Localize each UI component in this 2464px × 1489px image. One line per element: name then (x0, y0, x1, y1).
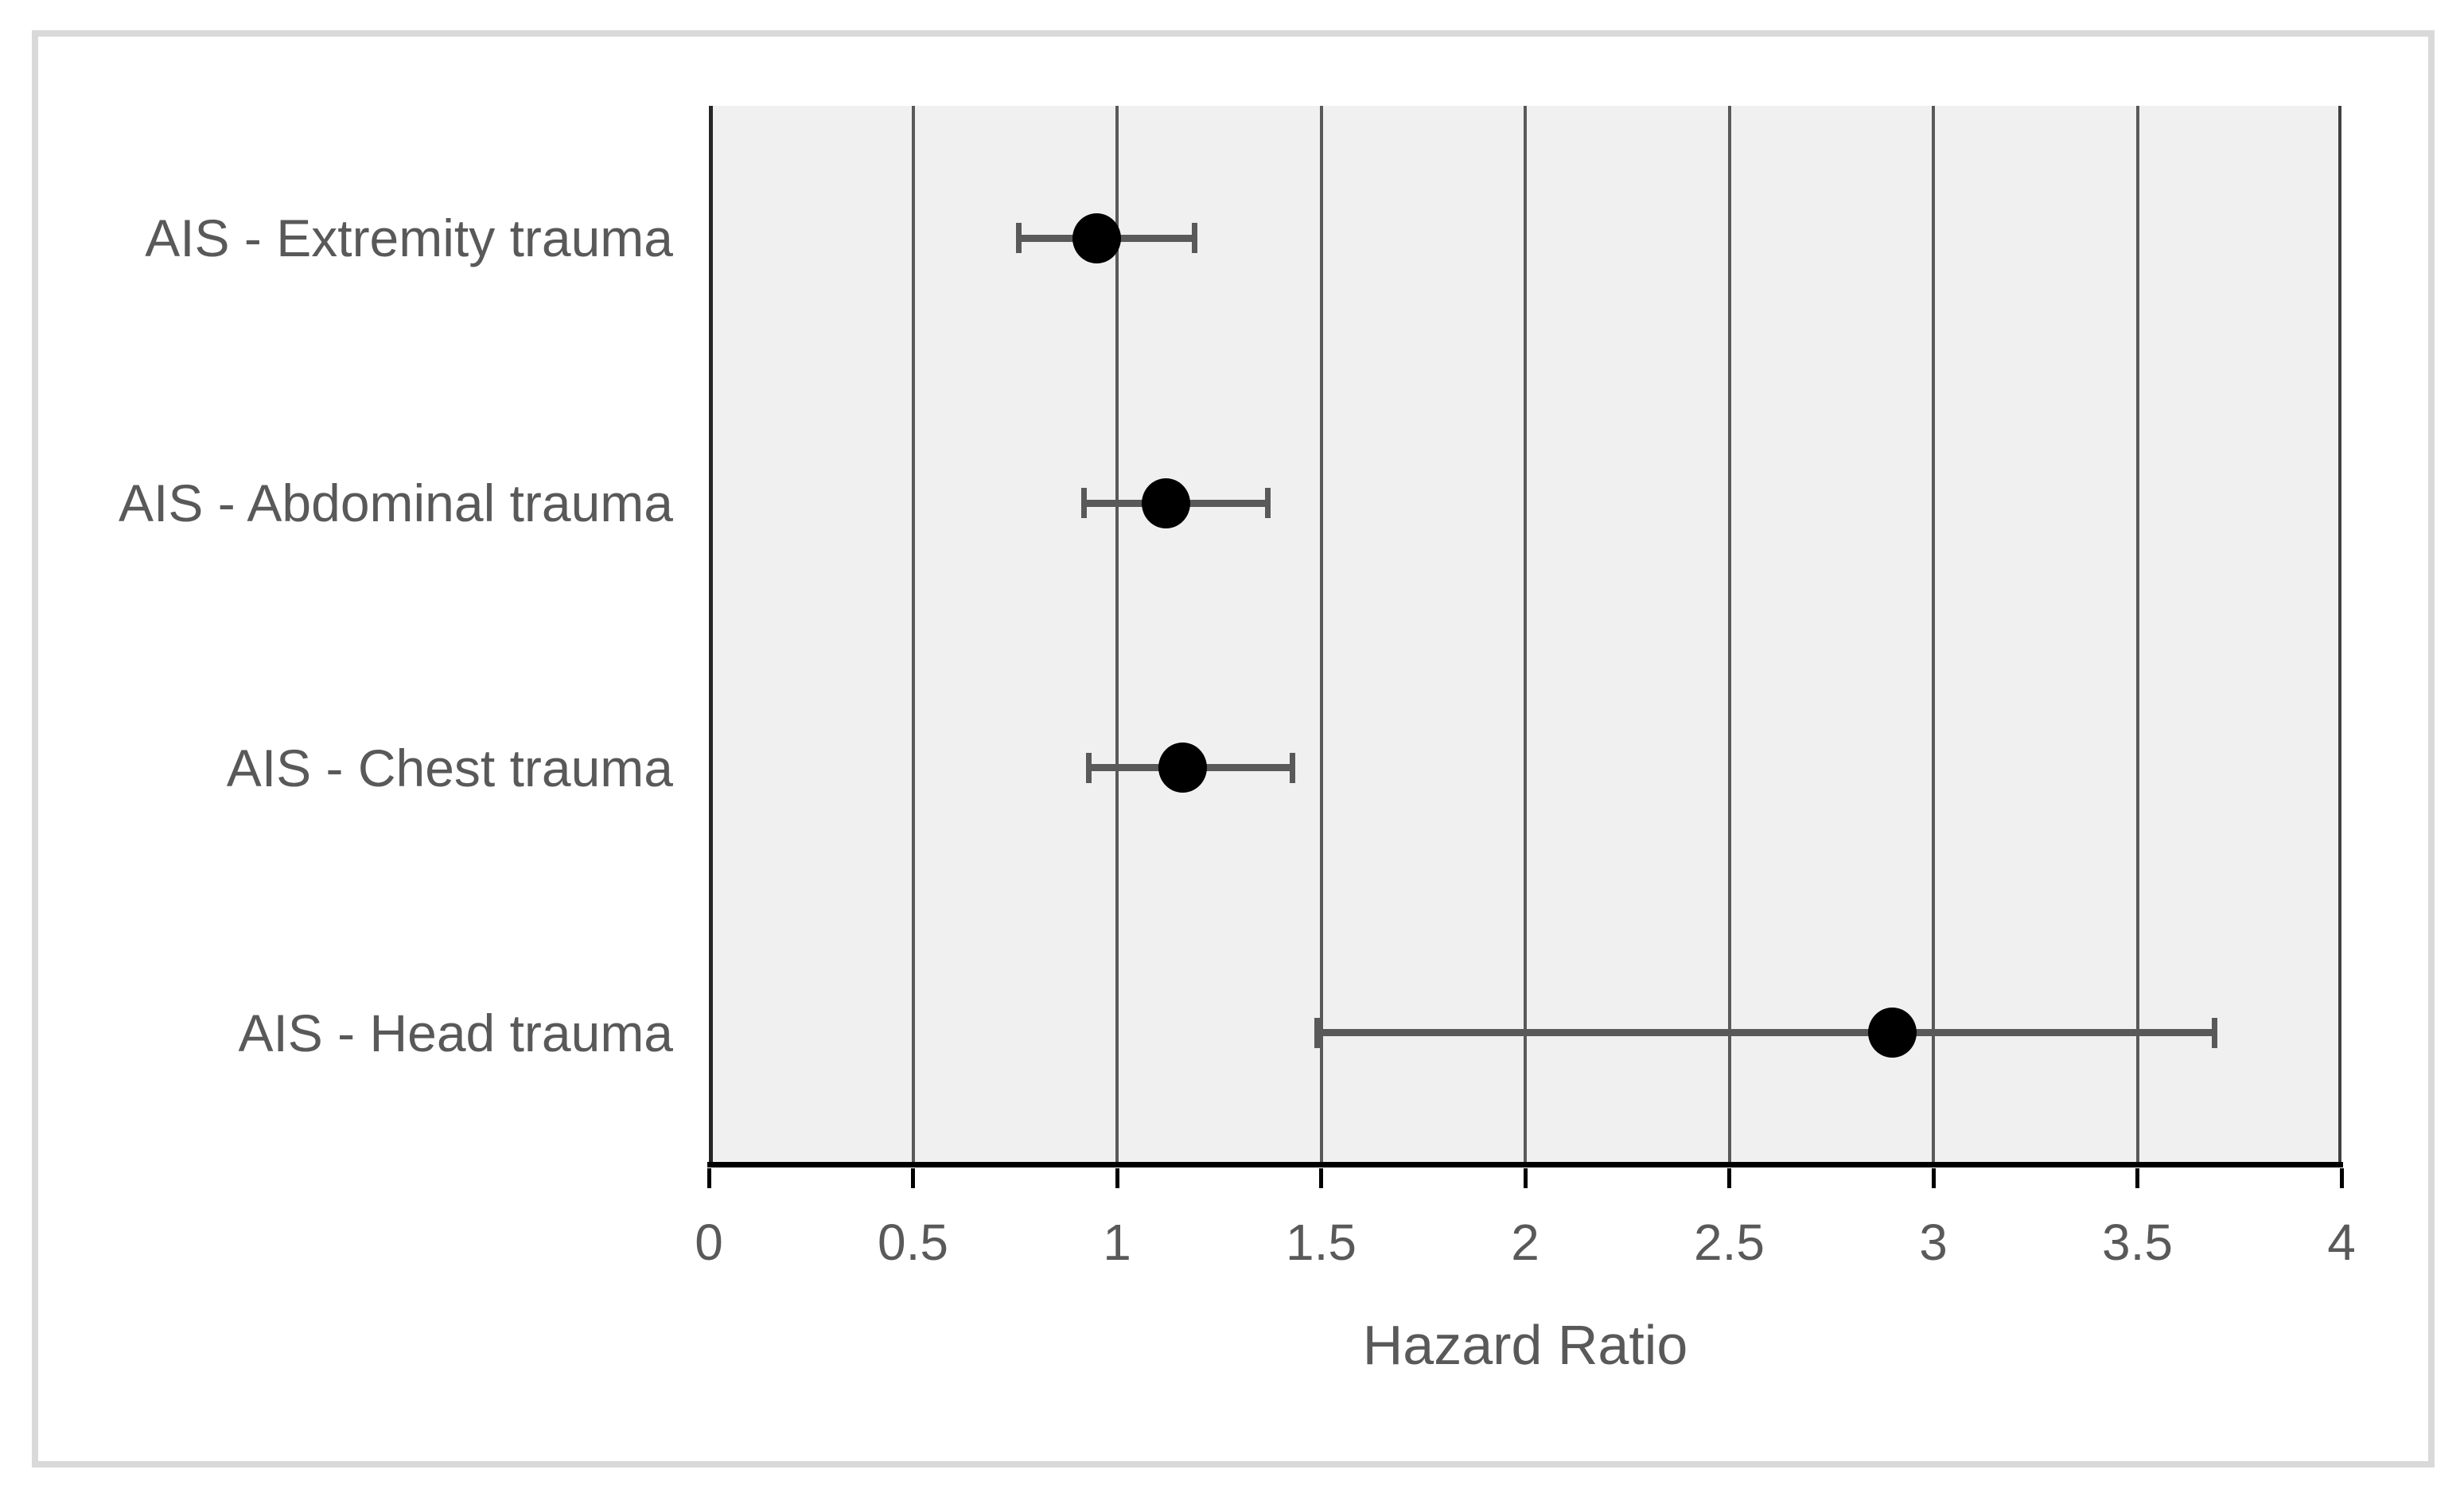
x-axis-tick (1727, 1168, 1731, 1188)
x-axis-tick-label: 1.5 (1286, 1214, 1357, 1271)
x-axis-tick (1115, 1168, 1119, 1188)
x-axis-line (707, 1162, 2343, 1167)
category-label: AIS - Abdominal trauma (119, 474, 673, 533)
x-axis-tick-label: 2 (1511, 1214, 1540, 1271)
hazard-ratio-marker (1158, 743, 1207, 793)
gridline (1727, 106, 1731, 1165)
x-axis-tick (707, 1168, 711, 1188)
error-bar-cap-low (1081, 488, 1088, 519)
hazard-ratio-marker (1142, 477, 1191, 528)
gridline (1932, 106, 1935, 1165)
x-axis-tick-label: 2.5 (1694, 1214, 1765, 1271)
plot-area (707, 106, 2343, 1167)
hazard-ratio-marker (1868, 1008, 1917, 1058)
error-bar-cap-low (1085, 752, 1092, 783)
gridline (2135, 106, 2139, 1165)
x-axis-tick-label: 3.5 (2102, 1214, 2173, 1271)
error-bar-cap-high (1265, 488, 1271, 519)
hazard-ratio-marker (1072, 212, 1121, 263)
x-axis-tick-label: 1 (1103, 1214, 1131, 1271)
error-bar-cap-low (1314, 1017, 1320, 1048)
x-axis-tick (1523, 1168, 1528, 1188)
category-label: AIS - Extremity trauma (145, 209, 673, 268)
y-axis-line (709, 106, 713, 1165)
gridline (1115, 106, 1119, 1165)
gridline (1524, 106, 1527, 1165)
x-axis-title: Hazard Ratio (1362, 1314, 1688, 1376)
x-axis-tick (911, 1168, 915, 1188)
x-axis-tick-label: 4 (2327, 1214, 2356, 1271)
category-label: AIS - Chest trauma (226, 738, 673, 797)
gridline (911, 106, 915, 1165)
x-axis-tick-label: 0.5 (878, 1214, 948, 1271)
x-axis-tick-label: 3 (1919, 1214, 1948, 1271)
gridline (1319, 106, 1323, 1165)
x-axis-tick (2135, 1168, 2139, 1188)
x-axis-tick (1931, 1168, 1936, 1188)
x-axis-tick (1319, 1168, 1323, 1188)
error-bar-cap-high (1290, 752, 1296, 783)
error-bar-cap-high (1191, 223, 1197, 254)
error-bar-line (1317, 1029, 2215, 1037)
error-bar-cap-high (2212, 1017, 2218, 1048)
x-axis-tick (2339, 1168, 2344, 1188)
plot-right-border (2338, 106, 2341, 1165)
category-label: AIS - Head trauma (238, 1003, 673, 1062)
x-axis-tick-label: 0 (695, 1214, 723, 1271)
error-bar-cap-low (1016, 223, 1022, 254)
